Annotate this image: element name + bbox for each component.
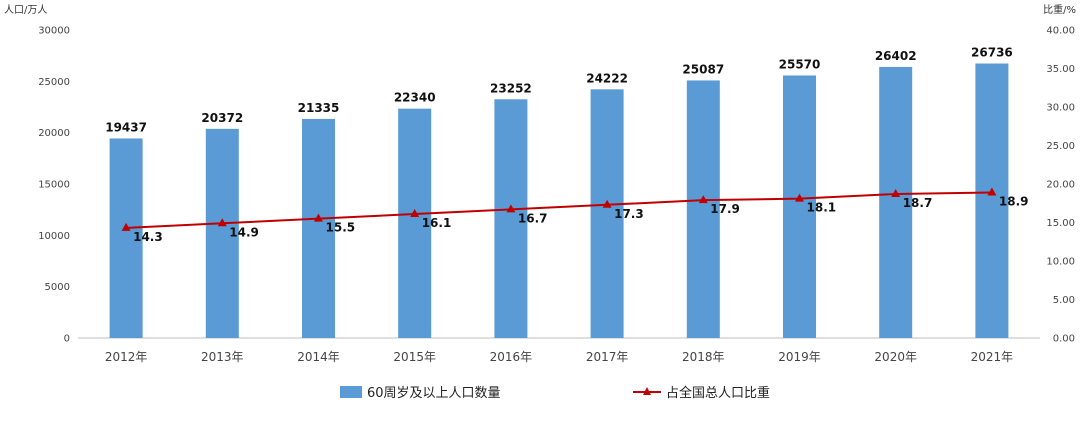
line-marker	[217, 218, 227, 227]
line-marker	[410, 209, 420, 218]
bar-value-label: 19437	[105, 120, 147, 134]
bar	[205, 128, 239, 338]
bar	[494, 99, 528, 338]
bar	[975, 63, 1009, 338]
line-value-label: 14.3	[133, 230, 163, 244]
line-marker	[795, 193, 804, 202]
legend: 60周岁及以上人口数量 占全国总人口比重	[340, 385, 770, 401]
line-value-labels: 14.3 14.9 15.5 16.1 16.7 17.3 17.9 18.1 18.7 18.9	[133, 194, 1028, 243]
y-axis-right-tick-label: 5.00	[1053, 295, 1075, 306]
y-axis-left-tick-label: 5000	[45, 282, 70, 293]
x-axis-tick-label: 2015年	[393, 350, 436, 364]
line-marker	[698, 195, 708, 204]
line-value-label: 17.3	[614, 207, 644, 221]
y-axis-right-tick-label: 35.00	[1046, 64, 1075, 75]
y-axis-right-tick-label: 30.00	[1046, 103, 1075, 114]
y-axis-right-tick-label: 25.00	[1046, 141, 1075, 152]
bar-value-labels: 19437 20372 21335 22340 23252 24222 25087 25570…	[105, 46, 1013, 135]
line-marker	[891, 189, 901, 198]
bar-value-label: 22340	[394, 91, 436, 105]
bar-value-label: 26736	[971, 46, 1013, 60]
line-marker	[987, 187, 997, 196]
legend-line-marker	[643, 387, 651, 395]
legend-line-label: 占全国总人口比重	[666, 385, 770, 401]
x-axis-tick-label: 2021年	[971, 350, 1014, 364]
bar-value-label: 23252	[490, 81, 532, 95]
y-axis-left-tick-label: 25000	[38, 77, 70, 88]
y-axis-left-tick-label: 0	[64, 334, 70, 345]
line-value-label: 14.9	[229, 225, 259, 239]
line-marker	[506, 204, 516, 213]
y-axis-right-tick-label: 10.00	[1046, 257, 1075, 268]
line-value-label: 18.7	[903, 196, 933, 210]
legend-bar-label: 60周岁及以上人口数量	[367, 386, 501, 401]
line-series	[121, 187, 997, 231]
line-value-label: 18.1	[807, 201, 837, 215]
y-axis-left-tick-label: 30000	[38, 26, 70, 37]
y-axis-left-tick-label: 20000	[38, 128, 70, 139]
x-axis-tick-label: 2012年	[105, 350, 148, 364]
line-value-label: 15.5	[326, 221, 356, 235]
line-marker	[314, 213, 323, 222]
line-value-label: 16.1	[422, 216, 452, 230]
x-axis-tick-label: 2014年	[297, 350, 340, 364]
bar-value-label: 25570	[779, 57, 821, 71]
y-axis-left-tick-label: 15000	[38, 180, 70, 191]
x-axis-tick-label: 2020年	[874, 350, 917, 364]
bar-value-label: 24222	[586, 71, 628, 85]
bar-value-label: 26402	[875, 49, 917, 63]
y-axis-right-tick-label: 15.00	[1046, 218, 1075, 229]
y-axis-right-title: 比重/%	[1043, 3, 1076, 16]
bar	[783, 75, 816, 339]
bar-value-label: 20372	[201, 111, 243, 125]
x-axis-tick-label: 2013年	[201, 350, 244, 364]
x-axis-tick-label: 2018年	[682, 350, 725, 364]
x-axis-tick-label: 2017年	[586, 350, 629, 364]
bar	[302, 118, 335, 338]
bar	[686, 80, 720, 339]
bar	[879, 66, 913, 339]
x-axis-tick-label: 2019年	[778, 350, 821, 364]
bar	[398, 108, 432, 338]
bar-series	[109, 63, 1009, 339]
line-value-label: 18.9	[999, 194, 1029, 208]
line-marker	[121, 222, 131, 231]
bar	[590, 89, 624, 338]
y-axis-right-ticks: 0.00 5.00 10.00 15.00 20.00 25.00 30.00 35.00 40…	[1046, 26, 1075, 345]
line-value-label: 17.9	[710, 202, 740, 216]
y-axis-left-title: 人口/万人	[4, 4, 47, 16]
x-axis-tick-label: 2016年	[490, 350, 533, 364]
y-axis-right-tick-label: 0.00	[1053, 334, 1075, 345]
y-axis-right-tick-label: 20.00	[1046, 180, 1075, 191]
x-axis-ticks: 2012年 2013年 2014年 2015年 2016年 2017年 2018年 2019年…	[105, 350, 1013, 364]
bar-value-label: 21335	[298, 101, 340, 115]
line-marker	[602, 199, 612, 208]
line-value-label: 16.7	[518, 211, 548, 225]
y-axis-left-tick-label: 10000	[38, 231, 70, 242]
bar	[109, 138, 143, 338]
legend-bar-swatch	[340, 386, 362, 398]
y-axis-right-tick-label: 40.00	[1046, 26, 1075, 37]
bar-value-label: 25087	[682, 62, 724, 76]
line-path	[126, 191, 992, 229]
y-axis-left-ticks: 0 5000 10000 15000 20000 25000 30000	[38, 26, 70, 345]
